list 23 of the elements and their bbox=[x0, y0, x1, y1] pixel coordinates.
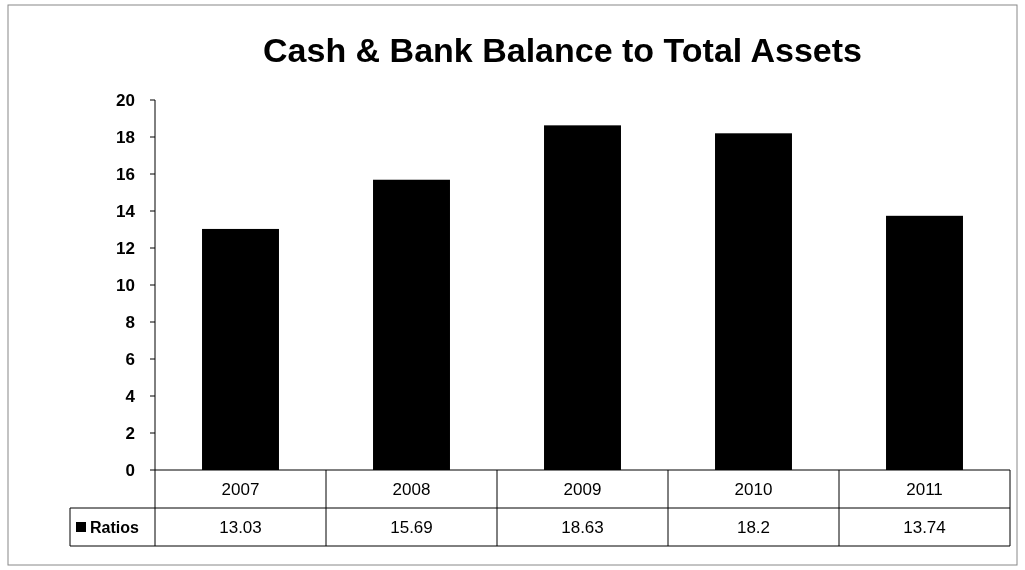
y-tick-label: 10 bbox=[116, 275, 135, 295]
y-tick-label: 8 bbox=[125, 312, 135, 332]
y-tick-label: 2 bbox=[125, 423, 135, 443]
data-label: 13.03 bbox=[219, 517, 262, 537]
y-tick-label: 0 bbox=[125, 460, 135, 480]
x-tick-label: 2011 bbox=[906, 479, 943, 499]
y-tick-label: 6 bbox=[125, 349, 135, 369]
x-tick-label: 2010 bbox=[734, 479, 773, 499]
x-tick-label: 2008 bbox=[392, 479, 431, 499]
y-tick-label: 12 bbox=[116, 238, 135, 258]
chart-title: Cash & Bank Balance to Total Assets bbox=[263, 31, 862, 69]
data-label: 13.74 bbox=[903, 517, 946, 537]
y-tick-label: 20 bbox=[116, 90, 135, 110]
x-tick-label: 2007 bbox=[221, 479, 260, 499]
y-tick-label: 14 bbox=[116, 201, 136, 221]
legend-label: Ratios bbox=[90, 518, 139, 536]
data-label: 18.63 bbox=[561, 517, 604, 537]
y-tick-label: 18 bbox=[116, 127, 135, 147]
data-label: 15.69 bbox=[390, 517, 433, 537]
data-label: 18.2 bbox=[736, 517, 771, 537]
x-tick-label: 2009 bbox=[563, 479, 602, 499]
y-tick-label: 16 bbox=[116, 164, 135, 184]
y-tick-label: 4 bbox=[125, 386, 136, 406]
